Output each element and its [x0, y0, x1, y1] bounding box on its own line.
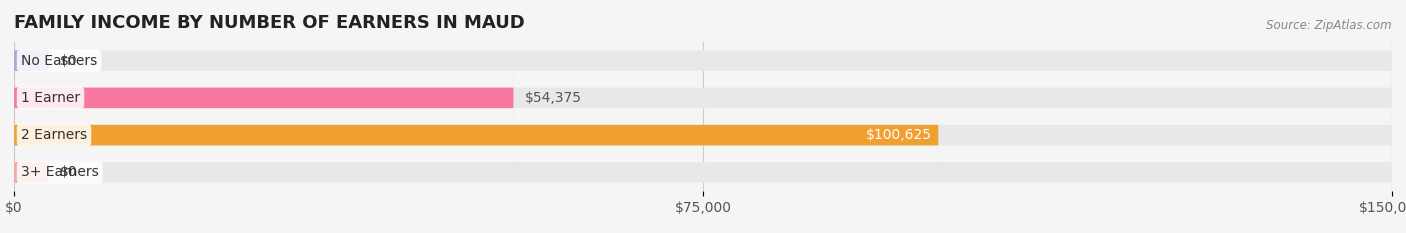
FancyBboxPatch shape [14, 0, 1392, 233]
Text: $100,625: $100,625 [866, 128, 932, 142]
Text: $54,375: $54,375 [524, 91, 582, 105]
Text: $0: $0 [59, 54, 77, 68]
Text: 2 Earners: 2 Earners [21, 128, 87, 142]
Text: Source: ZipAtlas.com: Source: ZipAtlas.com [1267, 19, 1392, 32]
Text: $0: $0 [59, 165, 77, 179]
Text: FAMILY INCOME BY NUMBER OF EARNERS IN MAUD: FAMILY INCOME BY NUMBER OF EARNERS IN MA… [14, 14, 524, 32]
FancyBboxPatch shape [14, 0, 1392, 233]
FancyBboxPatch shape [14, 0, 938, 233]
FancyBboxPatch shape [14, 0, 48, 233]
Text: No Earners: No Earners [21, 54, 97, 68]
Text: 1 Earner: 1 Earner [21, 91, 80, 105]
FancyBboxPatch shape [14, 0, 1392, 233]
Text: 3+ Earners: 3+ Earners [21, 165, 98, 179]
FancyBboxPatch shape [14, 0, 1392, 233]
FancyBboxPatch shape [14, 0, 513, 233]
FancyBboxPatch shape [14, 0, 48, 233]
